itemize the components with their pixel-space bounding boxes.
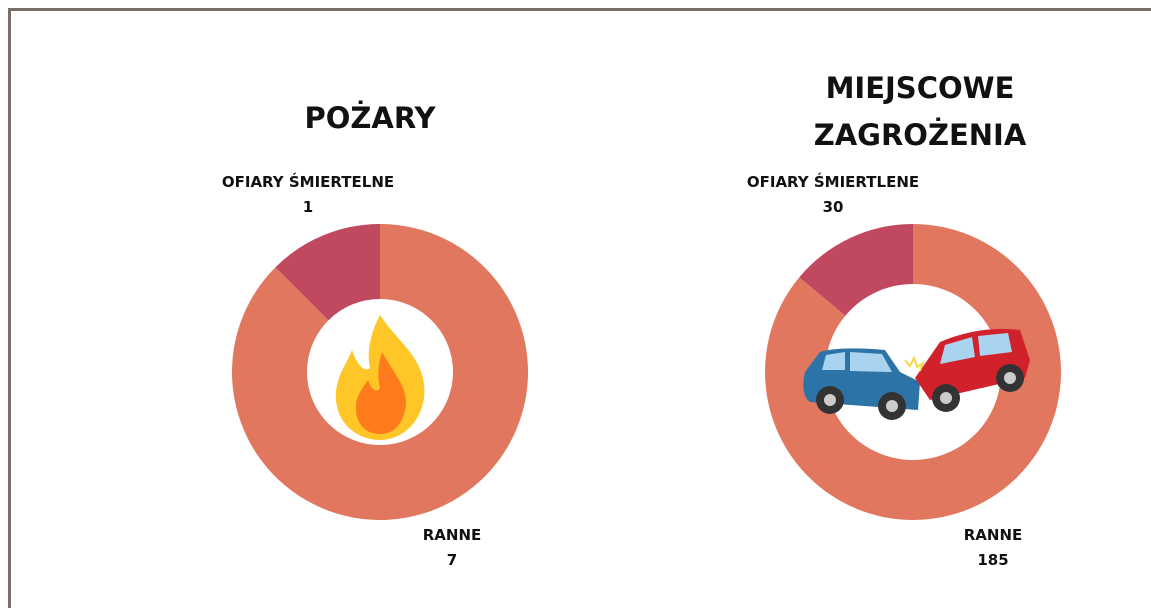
- flame-icon: [336, 315, 425, 440]
- slice-value: 7: [447, 548, 457, 573]
- chart-title: MIEJSCOWE ZAGROŻENIA: [800, 65, 1040, 159]
- slice-value: 30: [823, 195, 844, 220]
- page: (() => { const data = JSON.parse(documen…: [0, 0, 1151, 585]
- slice-label: OFIARY ŚMIERTLENE: [747, 170, 919, 195]
- slice-label: RANNE: [964, 523, 1023, 548]
- slice-label: RANNE: [423, 523, 482, 548]
- slice-value: 185: [977, 548, 1008, 573]
- slice-value: 1: [303, 195, 313, 220]
- slice-label: OFIARY ŚMIERTELNE: [222, 170, 394, 195]
- chart-title: POŻARY: [250, 95, 490, 142]
